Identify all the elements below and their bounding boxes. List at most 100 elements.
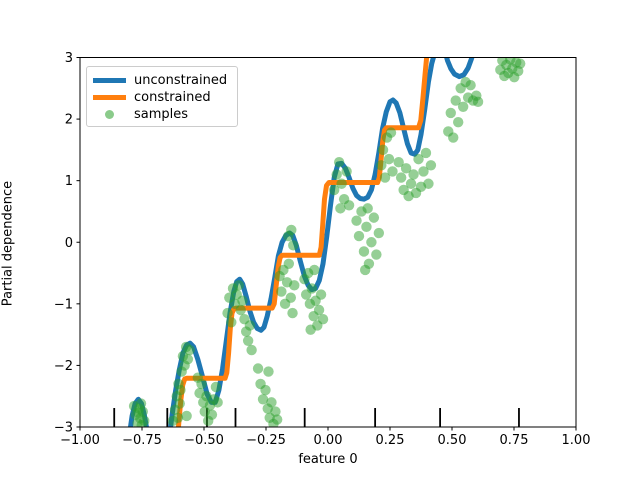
sample-point bbox=[377, 144, 389, 156]
y-tick-label: 1 bbox=[65, 174, 73, 189]
sample-point bbox=[252, 363, 264, 374]
x-tick-label: −0.50 bbox=[184, 433, 224, 448]
sample-point bbox=[418, 166, 429, 177]
sample-point bbox=[329, 184, 340, 196]
constrained-line bbox=[175, 57, 430, 427]
sample-point bbox=[423, 178, 434, 189]
sample-point bbox=[408, 169, 419, 180]
sample-point bbox=[385, 127, 397, 138]
sample-point bbox=[276, 286, 287, 297]
legend-item-samples: samples bbox=[93, 106, 229, 123]
sample-point bbox=[465, 80, 476, 91]
x-axis-label: feature 0 bbox=[298, 452, 358, 467]
y-tick-label: 2 bbox=[65, 113, 73, 128]
y-tick-label: 3 bbox=[65, 51, 73, 66]
y-tick-label: −2 bbox=[54, 359, 73, 374]
sample-point bbox=[379, 172, 391, 183]
legend-label: constrained bbox=[134, 90, 211, 105]
x-tick-label: 0.25 bbox=[376, 433, 405, 448]
sample-point bbox=[305, 324, 316, 335]
sample-point bbox=[371, 249, 382, 260]
sample-point bbox=[133, 407, 144, 419]
x-tick-label: 1.00 bbox=[562, 433, 591, 448]
sample-point bbox=[360, 264, 371, 276]
sample-point bbox=[242, 335, 254, 346]
sample-point bbox=[376, 160, 387, 171]
sample-point bbox=[184, 344, 195, 356]
sample-point bbox=[181, 410, 192, 422]
sample-point bbox=[246, 344, 257, 356]
sample-point bbox=[413, 153, 424, 165]
sample-point bbox=[174, 398, 185, 409]
sample-point bbox=[315, 289, 327, 300]
sample-point bbox=[286, 224, 297, 236]
sample-point bbox=[425, 160, 437, 171]
sample-point bbox=[306, 283, 318, 294]
sample-point bbox=[135, 398, 147, 409]
sample-point bbox=[226, 317, 237, 328]
sample-point bbox=[233, 280, 244, 291]
sample-point bbox=[453, 116, 464, 128]
sample-point bbox=[172, 412, 184, 423]
sample-point bbox=[263, 366, 274, 377]
sample-point bbox=[335, 203, 346, 214]
sample-point bbox=[222, 307, 233, 319]
sample-point bbox=[206, 409, 218, 420]
sample-point bbox=[287, 307, 298, 319]
sample-point bbox=[515, 58, 526, 69]
sample-point bbox=[266, 397, 277, 408]
legend: unconstrained constrained samples bbox=[86, 66, 238, 127]
sample-point bbox=[289, 280, 300, 291]
sample-point bbox=[353, 230, 365, 242]
sample-point bbox=[257, 394, 269, 405]
sample-point bbox=[450, 95, 461, 106]
sample-point bbox=[210, 381, 222, 393]
sample-point bbox=[317, 314, 329, 325]
sample-point bbox=[445, 107, 456, 119]
sample-point bbox=[260, 384, 271, 396]
sample-point bbox=[351, 215, 362, 226]
x-tick-label: 0.50 bbox=[438, 433, 467, 448]
sample-point bbox=[309, 264, 320, 276]
legend-label: samples bbox=[134, 107, 189, 122]
sample-point bbox=[362, 203, 373, 214]
sample-point bbox=[271, 414, 283, 425]
sample-point bbox=[400, 163, 412, 174]
unconstrained-line bbox=[444, 57, 475, 80]
sample-point bbox=[368, 212, 380, 223]
sample-point bbox=[373, 227, 385, 239]
x-tick-label: −0.75 bbox=[122, 433, 162, 448]
x-tick-label: −1.00 bbox=[60, 433, 100, 448]
y-tick-label: −3 bbox=[54, 421, 73, 436]
sample-point bbox=[313, 304, 325, 316]
sample-point bbox=[283, 258, 295, 270]
sample-point bbox=[343, 200, 355, 211]
sample-point bbox=[331, 169, 342, 180]
legend-item-constrained: constrained bbox=[93, 89, 229, 106]
sample-point bbox=[235, 304, 246, 316]
unconstrained-line-swatch bbox=[93, 78, 126, 83]
sample-point bbox=[472, 96, 484, 108]
x-tick-label: 0.75 bbox=[500, 433, 529, 448]
sample-point bbox=[285, 292, 296, 303]
sample-point bbox=[333, 156, 345, 168]
x-tick-label: −0.25 bbox=[246, 433, 286, 448]
sample-point bbox=[196, 378, 207, 390]
y-tick-label: 0 bbox=[65, 236, 73, 251]
sample-point bbox=[448, 132, 459, 143]
sample-point bbox=[244, 320, 256, 331]
sample-point bbox=[393, 156, 404, 168]
sample-point bbox=[387, 166, 398, 177]
samples-dot-swatch bbox=[93, 110, 126, 119]
sample-point bbox=[182, 354, 194, 365]
sample-point bbox=[457, 101, 469, 112]
legend-label: unconstrained bbox=[134, 73, 228, 88]
sample-point bbox=[139, 415, 150, 427]
sample-point bbox=[237, 295, 248, 306]
sample-point bbox=[288, 240, 299, 251]
sample-point bbox=[270, 406, 281, 417]
sample-point bbox=[175, 384, 186, 396]
legend-item-unconstrained: unconstrained bbox=[93, 72, 229, 89]
